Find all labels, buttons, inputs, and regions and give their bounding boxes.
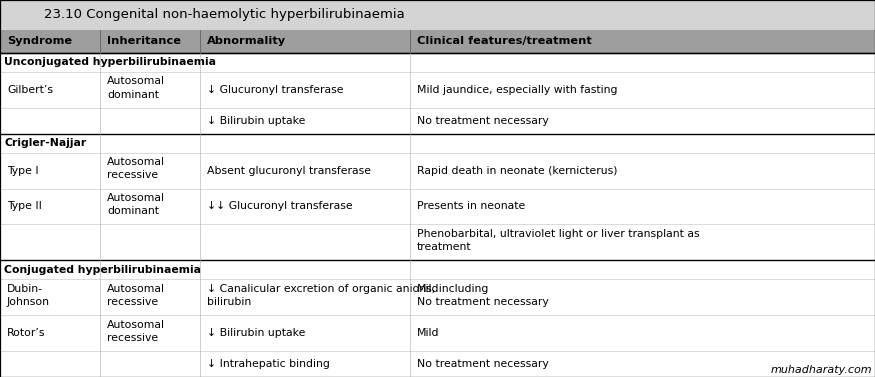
Bar xyxy=(0,279,875,315)
Text: ↓ Canalicular excretion of organic anions, including
bilirubin: ↓ Canalicular excretion of organic anion… xyxy=(207,284,488,307)
Text: Crigler-Najjar: Crigler-Najjar xyxy=(4,138,87,148)
Text: Clinical features/treatment: Clinical features/treatment xyxy=(417,37,592,46)
Text: Abnormality: Abnormality xyxy=(207,37,286,46)
Text: Inheritance: Inheritance xyxy=(107,37,181,46)
Text: ↓ Bilirubin uptake: ↓ Bilirubin uptake xyxy=(207,328,305,338)
Text: No treatment necessary: No treatment necessary xyxy=(417,116,549,126)
Text: Syndrome: Syndrome xyxy=(7,37,72,46)
Bar xyxy=(0,153,875,188)
Text: Dubin-
Johnson: Dubin- Johnson xyxy=(7,284,50,307)
Text: Phenobarbital, ultraviolet light or liver transplant as
treatment: Phenobarbital, ultraviolet light or live… xyxy=(417,229,700,252)
Text: Presents in neonate: Presents in neonate xyxy=(417,201,525,211)
Bar xyxy=(0,133,875,153)
Text: Autosomal
recessive: Autosomal recessive xyxy=(107,320,165,343)
Text: Rotor’s: Rotor’s xyxy=(7,328,46,338)
Bar xyxy=(0,315,875,351)
Text: ↓ Glucuronyl transferase: ↓ Glucuronyl transferase xyxy=(207,85,344,95)
Text: Gilbert’s: Gilbert’s xyxy=(7,85,53,95)
Text: Autosomal
recessive: Autosomal recessive xyxy=(107,284,165,307)
Text: Rapid death in neonate (kernicterus): Rapid death in neonate (kernicterus) xyxy=(417,166,618,176)
Text: Autosomal
recessive: Autosomal recessive xyxy=(107,157,165,180)
Bar xyxy=(0,188,875,224)
Bar xyxy=(0,30,875,53)
Text: Absent glucuronyl transferase: Absent glucuronyl transferase xyxy=(207,166,371,176)
Bar xyxy=(0,53,875,72)
Bar xyxy=(0,260,875,279)
Text: Mild jaundice, especially with fasting: Mild jaundice, especially with fasting xyxy=(417,85,618,95)
Text: No treatment necessary: No treatment necessary xyxy=(417,359,549,369)
Text: Mild: Mild xyxy=(417,328,439,338)
Text: Mild
No treatment necessary: Mild No treatment necessary xyxy=(417,284,549,307)
Text: Unconjugated hyperbilirubinaemia: Unconjugated hyperbilirubinaemia xyxy=(4,57,216,67)
Bar xyxy=(0,108,875,133)
Text: Conjugated hyperbilirubinaemia: Conjugated hyperbilirubinaemia xyxy=(4,265,201,275)
Text: muhadharaty.com: muhadharaty.com xyxy=(771,365,872,375)
Text: Autosomal
dominant: Autosomal dominant xyxy=(107,193,165,216)
Text: ↓↓ Glucuronyl transferase: ↓↓ Glucuronyl transferase xyxy=(207,201,353,211)
Bar xyxy=(0,72,875,108)
Bar xyxy=(0,351,875,377)
Text: ↓ Bilirubin uptake: ↓ Bilirubin uptake xyxy=(207,116,305,126)
Bar xyxy=(0,0,875,30)
Text: ↓ Intrahepatic binding: ↓ Intrahepatic binding xyxy=(207,359,330,369)
Text: Type I: Type I xyxy=(7,166,38,176)
Bar xyxy=(0,224,875,260)
Text: Type II: Type II xyxy=(7,201,42,211)
Text: Autosomal
dominant: Autosomal dominant xyxy=(107,76,165,100)
Text: 23.10 Congenital non-haemolytic hyperbilirubinaemia: 23.10 Congenital non-haemolytic hyperbil… xyxy=(44,8,404,21)
